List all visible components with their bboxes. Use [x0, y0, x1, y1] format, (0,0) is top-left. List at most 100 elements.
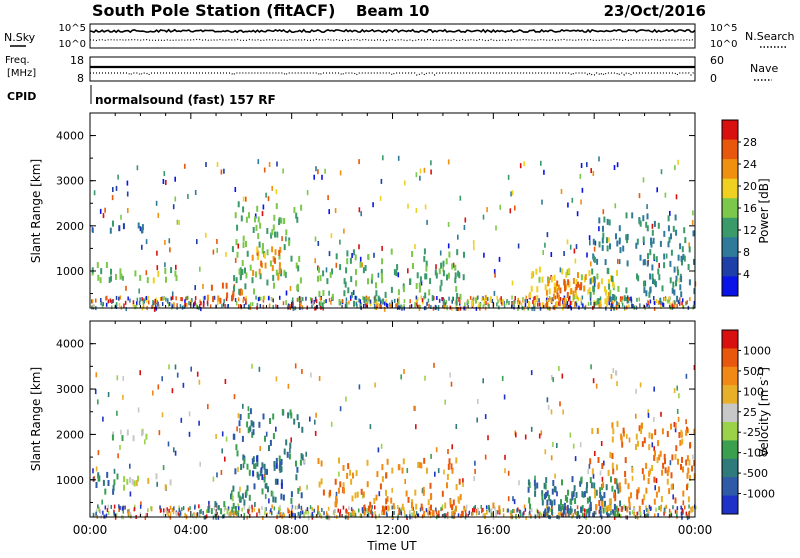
heatmap-cell — [641, 422, 643, 429]
freq-panel: Freq. [MHz] 18 8 60 0 Nave — [5, 54, 778, 85]
heatmap-cell — [240, 215, 243, 222]
heatmap-cell — [423, 255, 426, 262]
heatmap-cell — [417, 297, 419, 302]
heatmap-cell — [568, 297, 570, 302]
heatmap-cell — [125, 307, 127, 312]
heatmap-cell — [638, 510, 640, 515]
heatmap-cell — [498, 505, 501, 512]
nsky-series-line — [89, 28, 696, 34]
heatmap-cell — [429, 514, 432, 519]
heatmap-cell — [457, 234, 459, 240]
heatmap-cell — [560, 188, 563, 194]
colorbar-tick-label: 24 — [743, 158, 757, 171]
heatmap-cell — [266, 228, 269, 234]
heatmap-cell — [312, 301, 315, 306]
heatmap-cell — [256, 246, 259, 253]
heatmap-cell — [510, 513, 513, 520]
heatmap-cell — [332, 510, 335, 515]
colorbar-tick-label: 8 — [743, 246, 750, 259]
heatmap-cell — [265, 192, 267, 198]
heatmap-cell — [193, 302, 195, 307]
heatmap-cell — [411, 505, 414, 511]
heatmap-cell — [387, 505, 390, 512]
heatmap-cell — [279, 507, 281, 512]
heatmap-cell — [378, 491, 381, 497]
heatmap-cell — [670, 423, 672, 430]
heatmap-cell — [626, 433, 628, 439]
heatmap-cell — [502, 508, 505, 512]
heatmap-cell — [176, 219, 179, 225]
heatmap-cell — [250, 420, 253, 427]
heatmap-cell — [552, 480, 555, 486]
heatmap-cell — [435, 264, 437, 270]
heatmap-cell — [428, 289, 431, 296]
heatmap-cell — [431, 295, 434, 302]
heatmap-cell — [643, 494, 646, 501]
heatmap-cell — [91, 267, 94, 274]
heatmap-cell — [446, 274, 448, 281]
heatmap-cell — [111, 299, 113, 304]
heatmap-cell — [245, 295, 247, 300]
heatmap-cell — [208, 504, 211, 509]
heatmap-cell — [253, 507, 256, 512]
heatmap-cell — [403, 510, 406, 515]
heatmap-cell — [254, 463, 257, 470]
heatmap-cell — [99, 509, 101, 514]
heatmap-cell — [235, 301, 238, 306]
heatmap-cell — [445, 258, 448, 265]
heatmap-cell — [242, 196, 245, 202]
heatmap-cell — [107, 504, 110, 509]
heatmap-cell — [305, 510, 307, 515]
heatmap-cell — [156, 300, 158, 304]
heatmap-cell — [606, 245, 609, 252]
heatmap-cell — [251, 458, 254, 465]
heatmap-cell — [556, 491, 558, 497]
heatmap-cell — [421, 488, 424, 494]
heatmap-cell — [486, 510, 488, 515]
heatmap-cell — [135, 480, 138, 486]
heatmap-cell — [194, 296, 197, 301]
heatmap-cell — [643, 287, 646, 294]
heatmap-cell — [627, 299, 630, 304]
heatmap-cell — [269, 509, 271, 514]
heatmap-cell — [693, 258, 695, 265]
heatmap-cell — [638, 505, 641, 512]
heatmap-cell — [581, 187, 584, 193]
heatmap-cell — [157, 270, 160, 277]
heatmap-cell — [241, 269, 244, 275]
x-tick-label: 08:00 — [274, 523, 309, 537]
heatmap-cell — [172, 295, 174, 300]
heatmap-cell — [384, 301, 386, 306]
heatmap-cell — [511, 295, 513, 300]
heatmap-cell — [645, 505, 647, 511]
heatmap-cell — [509, 208, 512, 214]
heatmap-cell — [660, 496, 663, 502]
colorbar-tick-label: -500 — [743, 467, 768, 480]
heatmap-cell — [511, 190, 514, 196]
heatmap-cell — [294, 513, 296, 518]
heatmap-cell — [653, 220, 656, 227]
heatmap-cell — [451, 299, 453, 304]
heatmap-cell — [359, 261, 362, 268]
heatmap-cell — [434, 471, 436, 477]
heatmap-cell — [550, 455, 553, 461]
heatmap-cell — [498, 256, 501, 262]
heatmap-cell — [692, 230, 695, 237]
heatmap-cell — [298, 255, 301, 262]
heatmap-cell — [170, 296, 172, 301]
heatmap-cell — [339, 239, 341, 245]
heatmap-cell — [381, 464, 384, 471]
heatmap-cell — [523, 511, 525, 516]
heatmap-cell — [502, 299, 505, 306]
heatmap-cell — [271, 297, 273, 302]
heatmap-cell — [280, 493, 283, 500]
heatmap-cell — [99, 208, 102, 214]
heatmap-cell — [455, 299, 458, 306]
heatmap-cell — [270, 232, 273, 239]
heatmap-cell — [690, 506, 693, 513]
beam-label: Beam 10 — [356, 2, 429, 20]
heatmap-cell — [311, 304, 313, 309]
heatmap-cell — [659, 297, 662, 304]
heatmap-cell — [618, 482, 621, 489]
heatmap-cell — [364, 301, 367, 305]
